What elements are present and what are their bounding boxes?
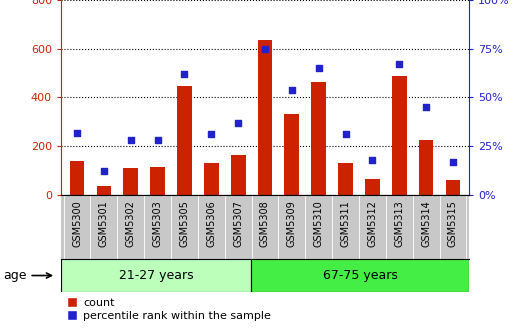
Bar [231,155,245,195]
Point [207,132,216,137]
Bar [365,179,380,195]
Text: GSM5307: GSM5307 [233,200,243,247]
Bar [446,180,461,195]
Point [261,46,269,51]
Text: GSM5313: GSM5313 [394,200,404,247]
Bar [392,76,407,195]
Point [395,61,403,67]
Text: GSM5315: GSM5315 [448,200,458,247]
Point [73,130,81,135]
Point [368,157,377,163]
Text: GSM5301: GSM5301 [99,200,109,247]
Text: GSM5302: GSM5302 [126,200,136,247]
Text: GSM5312: GSM5312 [367,200,377,247]
Text: 67-75 years: 67-75 years [323,269,398,282]
Point [288,87,296,92]
Bar [204,163,219,195]
Bar [69,161,84,195]
Point [100,169,108,174]
Text: GSM5308: GSM5308 [260,200,270,247]
Point [180,71,189,77]
Text: GSM5314: GSM5314 [421,200,431,247]
Text: GSM5311: GSM5311 [341,200,350,247]
Point [449,159,457,164]
Bar [61,259,251,292]
Text: GSM5310: GSM5310 [314,200,324,247]
Text: GSM5305: GSM5305 [180,200,189,247]
Point [314,66,323,71]
Bar [251,259,469,292]
Text: age: age [3,269,51,282]
Bar [311,82,326,195]
Bar [96,186,111,195]
Text: GSM5303: GSM5303 [153,200,163,247]
Point [341,132,350,137]
Text: GSM5306: GSM5306 [206,200,216,247]
Text: 21-27 years: 21-27 years [119,269,193,282]
Point [127,138,135,143]
Bar [338,163,353,195]
Text: GSM5300: GSM5300 [72,200,82,247]
Bar [123,168,138,195]
Bar [150,167,165,195]
Legend: count, percentile rank within the sample: count, percentile rank within the sample [66,298,271,321]
Bar [285,115,299,195]
Point [153,138,162,143]
Bar [258,40,272,195]
Bar [419,140,434,195]
Point [422,104,430,110]
Text: GSM5309: GSM5309 [287,200,297,247]
Bar [177,86,192,195]
Point [234,120,242,125]
